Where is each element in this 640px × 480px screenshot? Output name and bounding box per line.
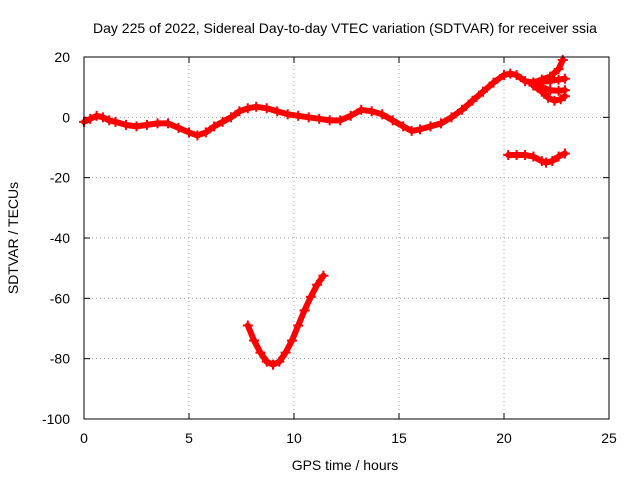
y-tick-label: -20 — [50, 170, 70, 186]
series-line — [81, 70, 537, 139]
x-tick-label: 10 — [286, 430, 302, 446]
y-tick-label: -80 — [50, 351, 70, 367]
y-tick-label: -60 — [50, 290, 70, 306]
chart-title: Day 225 of 2022, Sidereal Day-to-day VTE… — [93, 20, 597, 36]
plot-frame — [83, 56, 610, 420]
y-tick-label: -40 — [50, 230, 70, 246]
x-tick-label: 25 — [601, 430, 617, 446]
x-tick-label: 20 — [496, 430, 512, 446]
y-axis-label: SDTVAR / TECUs — [5, 182, 21, 294]
y-tick-label: 0 — [62, 109, 70, 125]
x-tick-label: 0 — [80, 430, 88, 446]
x-tick-label: 5 — [185, 430, 193, 446]
axis-ticks: 0 5 10 15 20 25 -100 -80 -60 -40 -20 0 20 — [42, 49, 617, 446]
y-tick-label: 20 — [54, 49, 70, 65]
x-axis-label: GPS time / hours — [292, 457, 399, 473]
y-tick-label: -100 — [42, 411, 70, 427]
x-tick-label: 15 — [391, 430, 407, 446]
grid-lines — [84, 57, 609, 419]
data-series — [79, 55, 570, 370]
